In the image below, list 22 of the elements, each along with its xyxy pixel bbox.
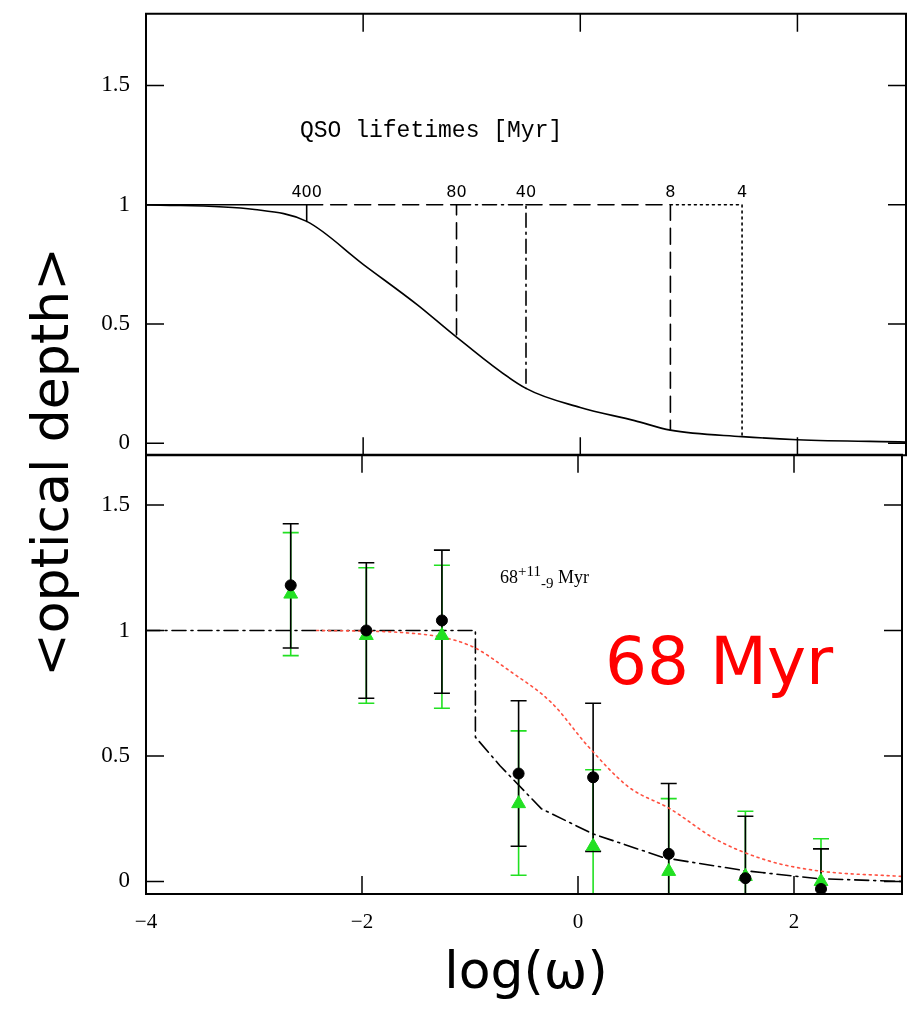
x-tick-label: −2 bbox=[350, 909, 374, 934]
y-tick-label: 0.5 bbox=[101, 310, 130, 336]
y-tick-label: 0 bbox=[118, 429, 130, 455]
y-tick-label: 1.5 bbox=[101, 71, 130, 97]
y-tick-label: 0.5 bbox=[101, 742, 130, 768]
y-tick-label: 0 bbox=[118, 867, 130, 893]
annotation: 4 bbox=[736, 181, 748, 201]
y-tick-label: 1 bbox=[118, 616, 130, 642]
y-tick-label: 1 bbox=[118, 190, 130, 216]
y-tick-label: 1.5 bbox=[101, 491, 130, 517]
annotation: QSO lifetimes [Myr] bbox=[300, 118, 563, 146]
annotation: 68 Myr bbox=[605, 622, 834, 702]
x-axis-title: log(ω) bbox=[443, 940, 609, 1000]
annotation: 8 bbox=[665, 181, 676, 201]
x-tick-label: −4 bbox=[134, 909, 158, 934]
annotation: 40 bbox=[515, 181, 537, 201]
x-tick-label: 2 bbox=[788, 909, 800, 934]
x-tick-label: 0 bbox=[572, 909, 584, 934]
y-axis-title: <optical depth> bbox=[20, 247, 80, 677]
annotation: 68$^{+11}$$_{-9}$ Myr bbox=[500, 562, 589, 592]
annotation: 80 bbox=[446, 181, 467, 201]
annotation: 400 bbox=[291, 181, 322, 201]
